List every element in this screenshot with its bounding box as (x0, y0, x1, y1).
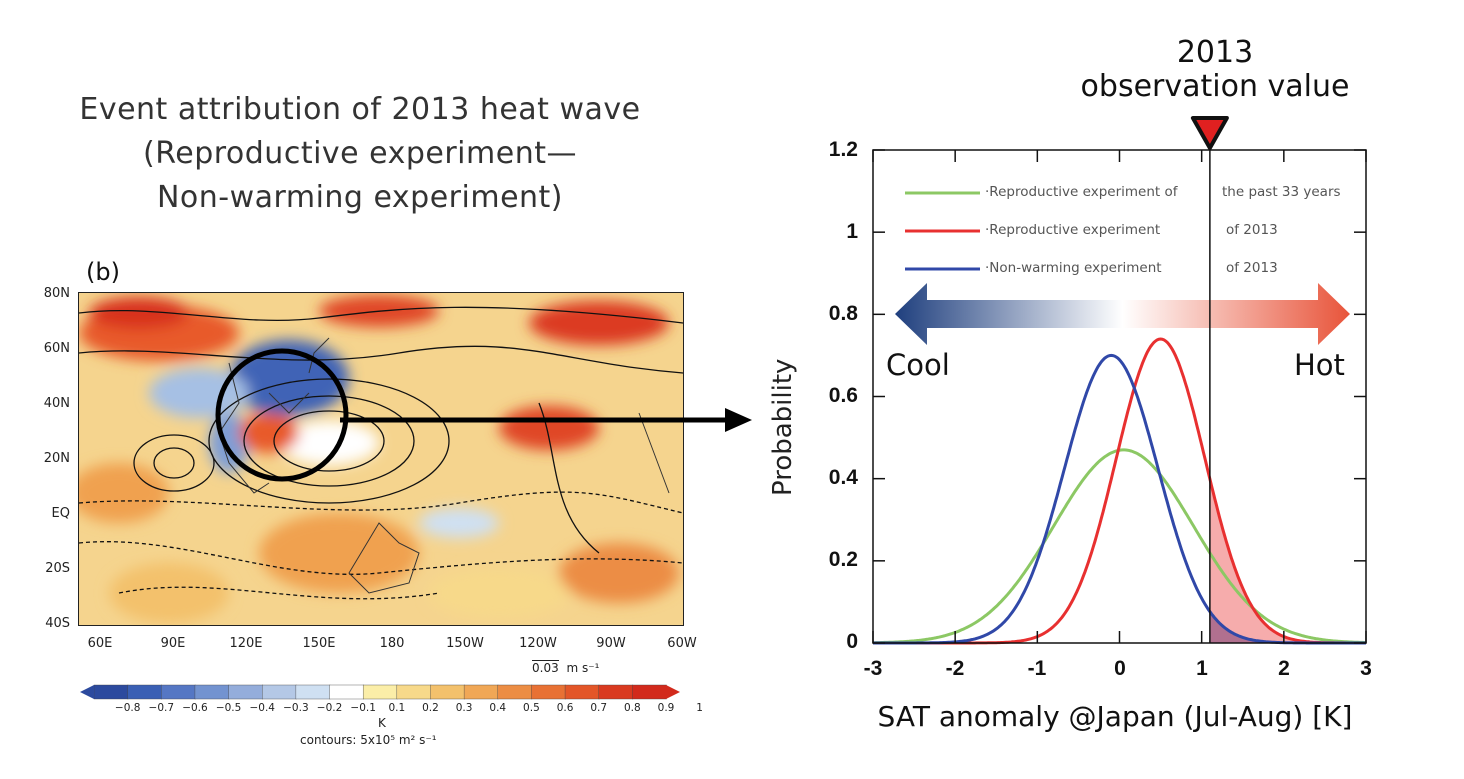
tail-fill (1209, 611, 1366, 643)
lon-label: 60E (87, 636, 113, 651)
series-line (873, 353, 1366, 645)
lat-label: 20S (45, 561, 70, 576)
series-line (873, 448, 1366, 645)
colorbar-extend-high (666, 685, 680, 699)
colorbar-tick-label: 0.2 (422, 702, 439, 714)
x-tick-label: -2 (945, 657, 965, 680)
lon-label: 150E (302, 636, 336, 651)
vector-reference: 0.03 m s⁻¹ (532, 660, 599, 675)
y-tick-label: 0 (846, 630, 858, 653)
colorbar-tick-label: 0.8 (623, 702, 641, 714)
x-tick-label: 1 (1196, 657, 1208, 680)
colorbar-tick-label: −0.3 (283, 702, 309, 714)
link-arrow (340, 408, 752, 432)
anomaly-map-graphic (79, 293, 683, 625)
colorbar-tick-label: 0.1 (388, 702, 406, 714)
left-panel-title: Event attribution of 2013 heat wave (Rep… (30, 88, 690, 220)
lon-label: 120E (229, 636, 263, 651)
y-tick-label: 0.8 (828, 302, 858, 325)
lat-label: EQ (51, 506, 70, 521)
colorbar-extend-low (80, 685, 94, 699)
legend-label: ·Reproductive experiment of (985, 184, 1178, 200)
vector-ref-value: 0.03 (532, 660, 559, 675)
colorbar-tick-label: 0.7 (590, 702, 608, 714)
y-tick-label: 1 (846, 220, 858, 243)
observation-marker (1190, 116, 1229, 150)
x-tick-label: 3 (1360, 657, 1372, 680)
title-line-2: (Reproductive experiment— (143, 136, 577, 171)
series-line (873, 337, 1366, 645)
legend-label: ·Non-warming experiment (985, 260, 1162, 276)
colorbar-tick-label: 0.6 (556, 702, 574, 714)
lon-label: 150W (446, 636, 484, 651)
legend-label: ·Reproductive experiment (985, 222, 1161, 238)
lon-label: 120W (519, 636, 557, 651)
lat-label: 60N (43, 341, 70, 356)
y-tick-label: 0.6 (828, 384, 858, 407)
lat-label: 80N (43, 286, 70, 301)
legend-suffix: the past 33 years (1222, 184, 1341, 200)
x-tick-label: 0 (1114, 657, 1126, 680)
observation-label-text: observation value (1080, 69, 1350, 104)
y-tick-label: 0.4 (828, 466, 858, 489)
colorbar-tick-label: −0.1 (350, 702, 376, 714)
anomaly-map (78, 292, 684, 626)
colorbar-tick-label: 0.3 (455, 702, 473, 714)
colorbar-tick-label: −0.6 (182, 702, 208, 714)
observation-label-year: 2013 (1176, 35, 1254, 70)
x-tick-label: -3 (863, 657, 883, 680)
cool-label: Cool (886, 348, 950, 382)
legend-suffix: of 2013 (1226, 260, 1278, 276)
colorbar-tick-label: −0.4 (249, 702, 275, 714)
colorbar-tick-label: −0.7 (148, 702, 175, 714)
colorbar-unit: K (378, 716, 386, 730)
contours-note: contours: 5x10⁵ m² s⁻¹ (300, 733, 437, 747)
y-tick-label: 0.2 (828, 548, 858, 571)
colorbar-tick-label: −0.2 (316, 702, 343, 714)
cool-hot-arrow (895, 283, 1350, 345)
colorbar-tick-label: 0.4 (489, 702, 507, 714)
x-tick-label: -1 (1027, 657, 1047, 680)
colorbar-tick-label: 0.9 (657, 702, 675, 714)
colorbar-tick-label: 1 (696, 702, 703, 714)
lat-label: 40N (43, 396, 70, 411)
lon-label: 90E (160, 636, 186, 651)
lat-label: 20N (43, 451, 70, 466)
panel-label: (b) (86, 258, 120, 286)
link-arrow-head (725, 408, 752, 432)
colorbar-tick-label: 0.5 (523, 702, 540, 714)
vector-ref-unit: m s⁻¹ (566, 661, 600, 675)
title-line-1: Event attribution of 2013 heat wave (79, 92, 641, 127)
colorbar-tick-label: −0.8 (114, 702, 141, 714)
legend-suffix: of 2013 (1226, 222, 1278, 238)
y-axis-label: Probability (768, 358, 798, 496)
title-line-3: Non-warming experiment) (156, 180, 564, 215)
lon-label: 60W (667, 636, 697, 651)
observation-label: 2013 observation value (1050, 36, 1380, 104)
colorbar (80, 684, 680, 700)
hot-label: Hot (1294, 348, 1345, 382)
colorbar-tick-label: −0.5 (215, 702, 242, 714)
lat-label: 40S (45, 616, 70, 631)
lon-label: 90W (596, 636, 626, 651)
y-tick-label: 1.2 (828, 138, 858, 161)
lon-label: 180 (379, 636, 405, 651)
x-tick-label: 2 (1278, 657, 1290, 680)
x-axis-label: SAT anomaly @Japan (Jul-Aug) [K] (877, 700, 1353, 733)
